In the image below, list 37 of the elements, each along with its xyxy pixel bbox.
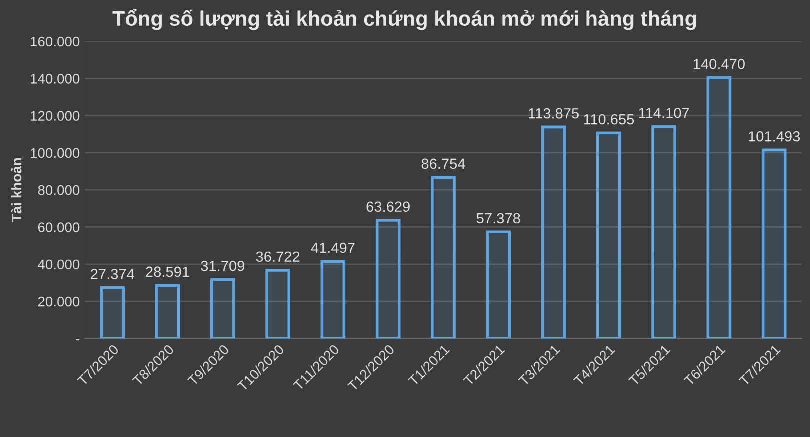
- bar: [155, 284, 180, 339]
- bar: [431, 176, 456, 339]
- bar: [596, 132, 622, 339]
- y-tick-label: -: [76, 339, 80, 341]
- y-tick-label: 100.000: [31, 148, 80, 158]
- bar: [376, 219, 401, 339]
- data-label: 110.655: [584, 114, 634, 125]
- data-label: 86.754: [422, 158, 466, 170]
- y-tick-label: 140.000: [31, 74, 80, 84]
- data-label: 41.497: [311, 242, 355, 254]
- data-label: 113.875: [529, 108, 579, 119]
- bar: [210, 278, 236, 339]
- bar: [486, 230, 512, 339]
- data-label: 63.629: [366, 202, 410, 212]
- y-tick-label: 60.000: [38, 222, 80, 232]
- data-label: 36.722: [256, 252, 300, 262]
- bar: [706, 76, 732, 339]
- bar: [100, 286, 126, 339]
- bar: [541, 126, 566, 339]
- chart-title: Tổng số lượng tài khoản chứng khoán mở mới hàng tháng: [112, 9, 696, 30]
- bar: [320, 260, 346, 339]
- y-tick-label: 20.000: [38, 296, 80, 307]
- y-tick-label: 40.000: [38, 260, 80, 270]
- y-tick-label: 120.000: [31, 111, 80, 121]
- bar: [652, 125, 676, 339]
- data-label: 114.107: [639, 108, 690, 118]
- bar: [762, 148, 787, 339]
- data-label: 27.374: [91, 269, 134, 280]
- data-label: 140.470: [694, 59, 745, 70]
- data-label: 101.493: [749, 131, 800, 142]
- bar: [266, 269, 290, 339]
- y-tick-label: 160.000: [31, 36, 80, 47]
- data-label: 28.591: [146, 266, 190, 278]
- data-label: 57.378: [476, 213, 520, 224]
- data-label: 31.709: [201, 261, 245, 272]
- y-axis-title: Tài khoản: [11, 158, 22, 222]
- y-tick-label: 80.000: [38, 185, 80, 196]
